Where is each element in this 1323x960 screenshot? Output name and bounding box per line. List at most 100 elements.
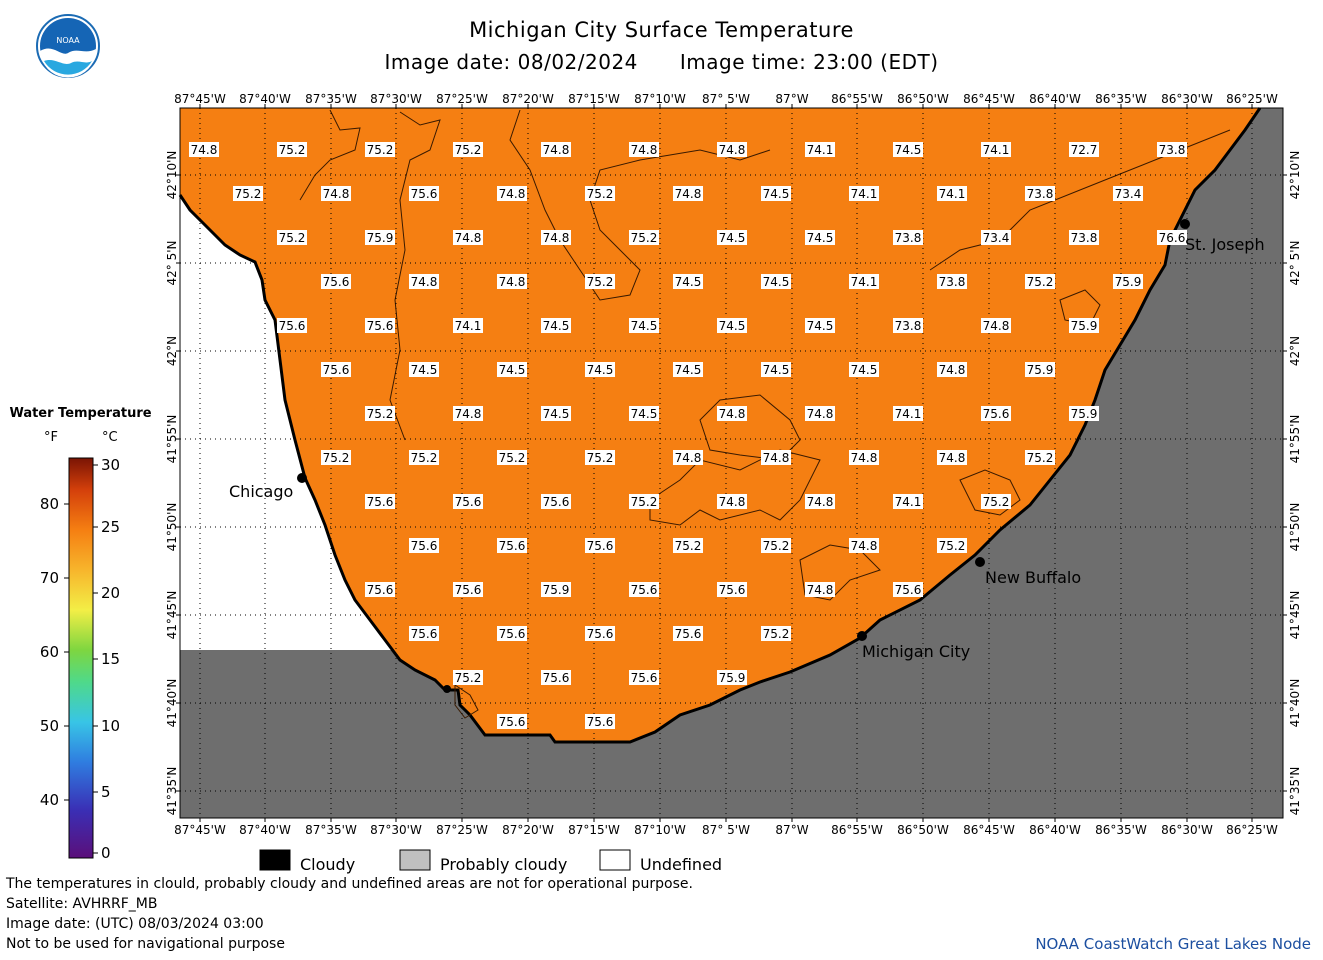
lat-tick-left: 42° 5'N [165, 241, 179, 286]
temperature-label-bg [1069, 142, 1099, 157]
temperature-label-bg [585, 450, 615, 465]
lat-tick-left: 41°50'N [165, 503, 179, 552]
temperature-label: 74.5 [541, 318, 571, 333]
undefined-swatch [599, 849, 631, 871]
temperature-value: 75.2 [983, 495, 1010, 509]
lon-tick-bottom: 87°30'W [370, 823, 422, 837]
temperature-label: 75.2 [585, 450, 615, 465]
temperature-label-bg [541, 230, 571, 245]
temperature-label-bg [937, 362, 967, 377]
temperature-label-bg [981, 318, 1011, 333]
temperature-label: 75.2 [497, 450, 527, 465]
temperature-label: 74.8 [717, 406, 747, 421]
temperature-label-bg [629, 142, 659, 157]
navigation-warning: Not to be used for navigational purpose [6, 936, 285, 952]
lat-tick-left: 42°10'N [165, 151, 179, 200]
temperature-value: 74.8 [411, 275, 438, 289]
temperature-value: 74.8 [455, 231, 482, 245]
temperature-label: 72.7 [1069, 142, 1099, 157]
temperature-label-bg [585, 538, 615, 553]
temperature-label: 74.5 [673, 274, 703, 289]
temperature-value: 75.2 [279, 231, 306, 245]
cloudy-label: Cloudy [300, 855, 355, 874]
temperature-value: 74.1 [851, 275, 878, 289]
temperature-label: 74.8 [717, 142, 747, 157]
lat-tick-left: 41°55'N [165, 415, 179, 464]
temperature-value: 74.5 [763, 187, 790, 201]
temperature-value: 75.6 [587, 715, 614, 729]
lat-tick-left: 41°45'N [165, 591, 179, 640]
temperature-value: 74.8 [807, 583, 834, 597]
temperature-label-bg [453, 318, 483, 333]
temperature-label-bg [409, 626, 439, 641]
temperature-value: 75.6 [499, 539, 526, 553]
temperature-label-bg [717, 230, 747, 245]
temperature-label: 75.2 [629, 230, 659, 245]
temperature-label: 75.6 [497, 538, 527, 553]
temperature-label: 75.9 [717, 670, 747, 685]
lon-tick-bottom: 87°40'W [239, 823, 291, 837]
chicago-label: Chicago [229, 482, 293, 501]
temperature-label-bg [805, 582, 835, 597]
temperature-value: 74.8 [191, 143, 218, 157]
temperature-label-bg [1157, 142, 1187, 157]
lon-tick-bottom: 86°35'W [1095, 823, 1147, 837]
temperature-value: 74.1 [851, 187, 878, 201]
temperature-value: 74.5 [543, 407, 570, 421]
legend-title: Water Temperature [9, 406, 152, 421]
new-buffalo-label: New Buffalo [985, 568, 1081, 587]
lon-tick-bottom: 86°40'W [1029, 823, 1081, 837]
temperature-label: 74.5 [541, 406, 571, 421]
temperature-label: 75.6 [321, 274, 351, 289]
st-joseph-marker [1180, 219, 1190, 229]
temperature-value: 75.6 [675, 627, 702, 641]
temperature-value: 74.8 [807, 495, 834, 509]
temperature-label: 73.8 [1025, 186, 1055, 201]
temperature-label: 74.5 [409, 362, 439, 377]
temperature-label-bg [937, 274, 967, 289]
temperature-label: 74.5 [849, 362, 879, 377]
temperature-label-bg [629, 230, 659, 245]
temperature-label: 75.2 [937, 538, 967, 553]
temperature-label: 75.6 [277, 318, 307, 333]
temperature-label: 74.1 [805, 142, 835, 157]
temperature-label-bg [1069, 318, 1099, 333]
temperature-label-bg [937, 450, 967, 465]
lat-tick-right: 41°55'N [1288, 415, 1302, 464]
temperature-label-bg [1113, 274, 1143, 289]
temperature-label: 75.6 [365, 494, 395, 509]
lon-tick-top: 86°45'W [963, 92, 1015, 106]
temperature-label: 75.6 [541, 670, 571, 685]
temperature-label-bg [541, 494, 571, 509]
temperature-value: 75.2 [631, 495, 658, 509]
temperature-value: 75.2 [323, 451, 350, 465]
lon-tick-bottom: 87° 5'W [702, 823, 750, 837]
temperature-value: 75.6 [983, 407, 1010, 421]
temperature-label-bg [849, 362, 879, 377]
lon-tick-bottom: 87°25'W [436, 823, 488, 837]
temperature-value: 75.6 [367, 583, 394, 597]
temperature-value: 75.6 [631, 671, 658, 685]
temperature-value: 75.2 [675, 539, 702, 553]
temperature-value: 76.6 [1159, 231, 1186, 245]
temperature-label: 74.5 [761, 362, 791, 377]
temperature-value: 75.2 [587, 187, 614, 201]
lon-tick-top: 86°40'W [1029, 92, 1081, 106]
temperature-label-bg [761, 274, 791, 289]
lon-tick-bottom: 87°45'W [174, 823, 226, 837]
temperature-value: 74.8 [455, 407, 482, 421]
temperature-label: 75.2 [277, 142, 307, 157]
temperature-label: 75.2 [585, 274, 615, 289]
temperature-label: 75.2 [453, 142, 483, 157]
temperature-label: 75.6 [629, 582, 659, 597]
temperature-value: 74.8 [543, 143, 570, 157]
lon-tick-bottom: 87°15'W [568, 823, 620, 837]
f-tick: 80 [40, 495, 59, 513]
temperature-label: 75.6 [497, 714, 527, 729]
temperature-label-bg [233, 186, 263, 201]
temperature-label: 74.8 [849, 538, 879, 553]
temperature-label-bg [629, 406, 659, 421]
temperature-label-bg [321, 186, 351, 201]
temperature-label: 74.8 [805, 494, 835, 509]
temperature-value: 75.2 [1027, 451, 1054, 465]
